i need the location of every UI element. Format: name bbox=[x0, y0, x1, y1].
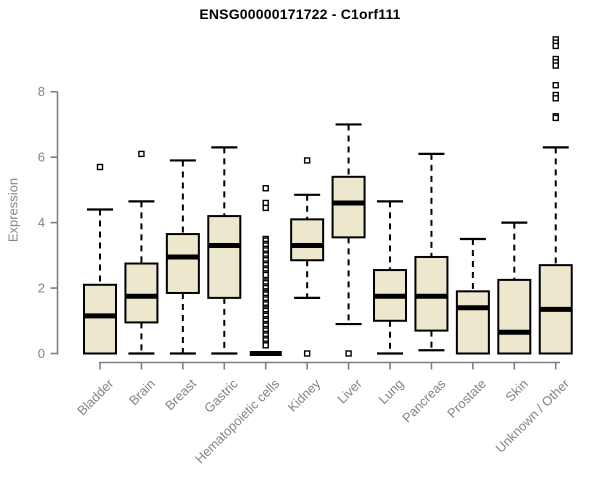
y-tick-label: 0 bbox=[38, 346, 45, 361]
box bbox=[455, 290, 490, 355]
outlier-point bbox=[552, 62, 559, 69]
outlier-point bbox=[96, 163, 104, 171]
outlier-point bbox=[262, 204, 269, 212]
box bbox=[290, 218, 325, 262]
y-tick-label: 6 bbox=[38, 150, 45, 165]
y-tick-label: 4 bbox=[38, 215, 45, 230]
outlier-point bbox=[552, 95, 559, 102]
box bbox=[497, 278, 532, 355]
outlier-point bbox=[262, 185, 269, 192]
outlier-point bbox=[552, 42, 559, 50]
box bbox=[83, 283, 117, 355]
outlier-point bbox=[262, 271, 269, 279]
outlier-point bbox=[345, 350, 352, 357]
box bbox=[331, 175, 366, 239]
box bbox=[207, 215, 242, 299]
chart-title: ENSG00000171722 - C1orf111 bbox=[199, 6, 401, 22]
box bbox=[124, 262, 159, 324]
outlier-point bbox=[262, 342, 269, 349]
outlier-point bbox=[303, 157, 311, 164]
outlier-point bbox=[303, 350, 311, 357]
outlier-point bbox=[138, 150, 145, 158]
outlier-point bbox=[552, 81, 559, 89]
outlier-point bbox=[552, 114, 559, 122]
y-tick-label: 8 bbox=[38, 84, 45, 99]
y-tick-label: 2 bbox=[38, 281, 45, 296]
box bbox=[165, 233, 200, 294]
